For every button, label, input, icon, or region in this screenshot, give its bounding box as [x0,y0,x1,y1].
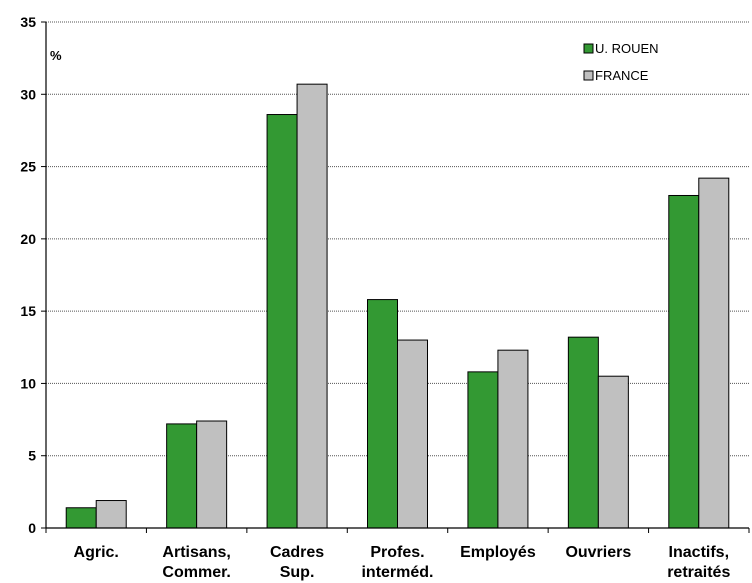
legend-label-u-rouen: U. ROUEN [595,41,659,56]
x-category-label: Inactifs, retraités [667,544,730,581]
x-category-label: Artisans, Commer. [162,544,230,581]
y-axis-ticks: 0 5 10 15 20 25 30 35 [20,14,46,536]
x-category-label: Cadres Sup. [270,544,324,581]
bar-france-6 [698,177,730,529]
x-category-label: Profes. interméd. [361,544,433,581]
x-category-label: Agric. [74,544,119,561]
x-category-label: Employés [460,544,536,561]
bar-u-rouen-2 [266,114,298,529]
x-category-label: Ouvriers [565,544,631,561]
legend: U. ROUEN FRANCE [583,41,659,83]
legend-swatch-france [583,70,594,81]
axes [45,22,750,533]
y-tick-label: 10 [20,375,36,391]
x-axis-labels: Agric. Artisans, Commer. Cadres Sup. Profes. i… [74,544,731,581]
y-tick-label: 20 [20,231,36,247]
bar-u-rouen-3 [367,299,398,529]
bar-france-0 [95,500,127,529]
y-tick-label: 30 [20,86,36,102]
bar-france-3 [397,339,428,529]
y-tick-label: 35 [20,14,36,30]
y-tick-label: 25 [20,159,36,175]
legend-label-france: FRANCE [595,68,649,83]
y-tick-label: 15 [20,303,36,319]
bar-u-rouen-0 [65,507,97,529]
bar-u-rouen-6 [668,194,700,529]
legend-swatch-u-rouen [583,43,594,54]
bar-u-rouen-4 [467,371,499,529]
bar-france-1 [196,420,228,529]
bar-france-5 [597,375,629,529]
y-axis-unit-label: % [50,48,62,63]
bar-u-rouen-5 [567,336,599,529]
bar-france-4 [497,349,529,529]
bars [65,83,730,529]
bar-france-2 [296,83,328,529]
y-tick-label: 0 [28,520,36,536]
bar-u-rouen-1 [166,423,198,529]
y-tick-label: 5 [28,448,36,464]
